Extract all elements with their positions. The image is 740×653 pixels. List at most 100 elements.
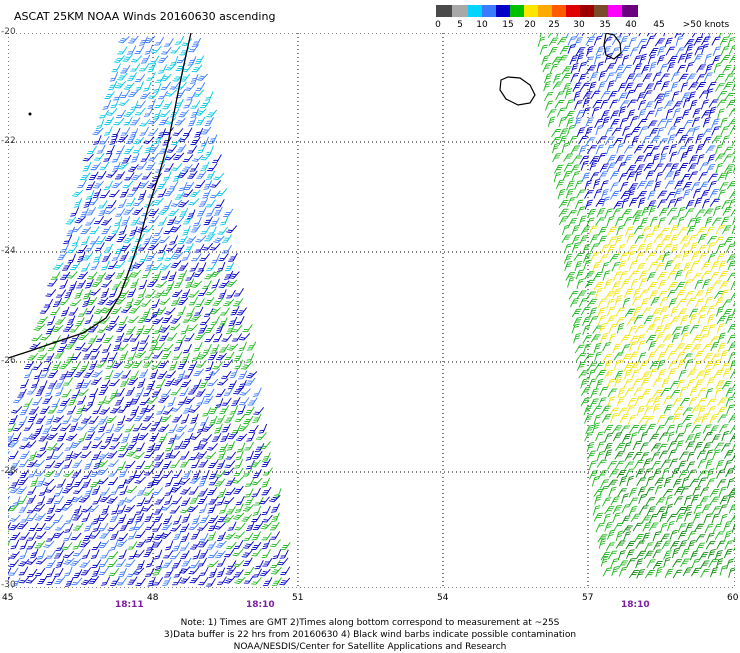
wind-barb xyxy=(206,206,215,218)
wind-barb xyxy=(270,529,279,541)
wind-barb xyxy=(207,441,218,452)
wind-barb xyxy=(27,351,38,362)
wind-barb xyxy=(217,458,225,470)
wind-barb xyxy=(646,475,654,487)
wind-barb xyxy=(711,260,719,272)
wind-barb xyxy=(46,558,56,570)
wind-barb xyxy=(201,469,209,481)
wind-barb xyxy=(97,323,107,334)
wind-barb xyxy=(213,332,222,344)
wind-barb xyxy=(671,315,681,327)
wind-barb xyxy=(69,280,77,292)
wind-barb xyxy=(553,152,562,164)
wind-barb xyxy=(54,566,63,578)
wind-barb xyxy=(28,467,37,479)
wind-barb xyxy=(240,386,251,397)
wind-barb xyxy=(201,432,211,443)
wind-barb xyxy=(26,574,37,585)
wind-barb xyxy=(673,169,680,181)
wind-barb xyxy=(77,394,86,406)
wind-barb xyxy=(690,324,699,336)
wind-barb xyxy=(223,495,234,506)
wind-barb xyxy=(262,504,271,516)
wind-barb xyxy=(73,568,82,580)
wind-barb xyxy=(708,313,715,325)
wind-barb xyxy=(160,261,171,272)
wind-barb xyxy=(70,556,81,567)
wind-barb xyxy=(646,422,655,434)
wind-barb xyxy=(600,332,608,344)
wind-barb xyxy=(91,342,101,354)
wind-barb xyxy=(642,134,651,146)
wind-barb xyxy=(694,522,704,534)
wind-barb xyxy=(719,260,726,272)
wind-barb xyxy=(656,566,663,578)
wind-barb xyxy=(60,396,70,408)
wind-barb xyxy=(619,559,629,571)
wind-barb xyxy=(665,259,673,271)
wind-barb xyxy=(625,307,635,319)
wind-barb xyxy=(575,99,583,111)
wind-barb xyxy=(732,450,735,462)
wind-barb xyxy=(27,384,37,396)
wind-barb xyxy=(255,441,264,453)
wind-barb xyxy=(92,449,101,461)
wind-barb xyxy=(195,233,206,244)
wind-barb xyxy=(585,199,593,211)
wind-barb xyxy=(632,135,639,147)
wind-barb xyxy=(83,531,92,543)
wind-barb xyxy=(593,261,601,273)
wind-barb xyxy=(691,566,700,578)
wind-barb xyxy=(665,170,674,182)
wind-barb xyxy=(123,205,133,217)
wind-barb xyxy=(604,278,612,290)
wind-barb xyxy=(190,540,200,552)
wind-barb xyxy=(195,178,205,190)
wind-barb xyxy=(666,108,673,120)
note-line: NOAA/NESDIS/Center for Satellite Applica… xyxy=(0,641,740,653)
wind-barb xyxy=(86,189,94,201)
map-title: ASCAT 25KM NOAA Winds 20160630 ascending xyxy=(14,10,275,23)
wind-barb xyxy=(177,305,185,317)
wind-barb xyxy=(217,225,227,237)
wind-barb xyxy=(8,421,15,433)
wind-barb xyxy=(591,89,600,101)
wind-barb xyxy=(119,466,127,478)
wind-barb xyxy=(190,573,200,585)
wind-barb xyxy=(678,216,685,228)
wind-barb xyxy=(653,403,660,415)
wind-barb xyxy=(682,33,691,38)
wind-barb xyxy=(170,503,180,515)
wind-barb xyxy=(619,172,627,184)
wind-barb xyxy=(169,360,177,372)
wind-barb xyxy=(557,106,566,118)
wind-barb xyxy=(676,439,684,451)
wind-barb xyxy=(548,116,555,128)
wind-barb xyxy=(616,530,623,542)
wind-barb xyxy=(668,367,676,379)
wind-barb xyxy=(92,368,103,379)
wind-barb xyxy=(234,351,243,363)
wind-barb xyxy=(97,169,106,181)
wind-barb xyxy=(655,242,664,254)
wind-barb xyxy=(8,513,9,525)
wind-barb xyxy=(644,151,653,163)
wind-barb xyxy=(622,277,631,289)
wind-barb xyxy=(193,548,201,560)
wind-barb xyxy=(46,449,54,461)
wind-barb xyxy=(696,369,706,381)
wind-barb xyxy=(689,307,698,319)
islet-marker xyxy=(29,113,32,116)
wind-barb xyxy=(120,520,129,532)
wind-barb xyxy=(627,232,635,244)
wind-barb xyxy=(687,378,695,390)
wind-barb xyxy=(43,360,51,372)
wind-barb xyxy=(244,565,254,577)
wind-barb xyxy=(647,34,655,46)
wind-barb xyxy=(211,314,220,326)
wind-barb xyxy=(564,152,573,164)
wind-barb xyxy=(81,234,89,246)
latitude-label: -20 xyxy=(1,27,16,37)
wind-barb xyxy=(125,422,134,434)
wind-barb xyxy=(671,81,678,93)
